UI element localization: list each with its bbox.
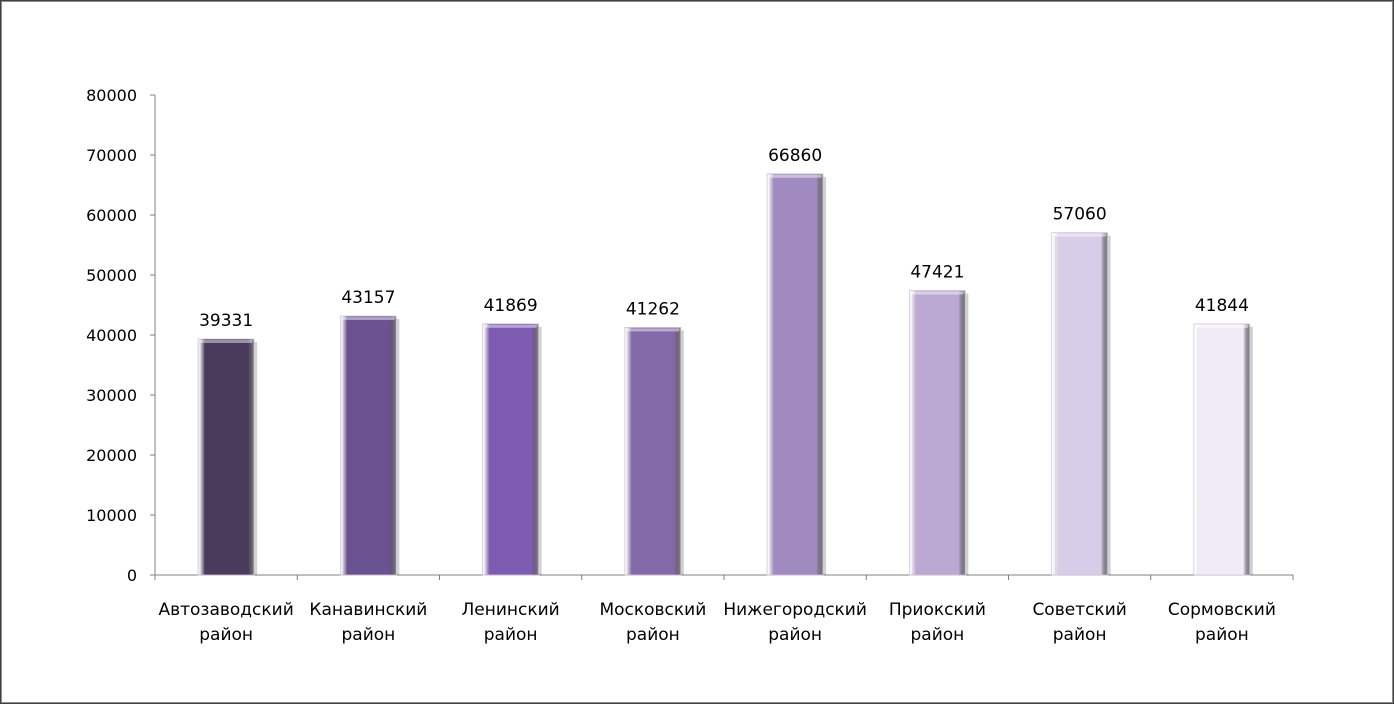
category-label: Приокский	[889, 600, 986, 620]
bar-highlight	[342, 317, 395, 321]
bar-highlight	[911, 291, 964, 295]
bar	[197, 338, 255, 576]
bar-highlight	[1053, 233, 1106, 237]
data-label: 47421	[910, 262, 964, 282]
data-label: 43157	[341, 288, 395, 308]
category-label: Автозаводский	[158, 600, 293, 620]
bar-highlight	[769, 174, 822, 178]
bar	[908, 290, 966, 576]
bar-highlight	[484, 324, 537, 328]
category-label: район	[341, 625, 395, 645]
bar	[339, 315, 397, 576]
y-tick-label: 50000	[86, 266, 137, 285]
y-tick-label: 10000	[86, 506, 137, 525]
bar	[624, 327, 682, 576]
y-tick-label: 0	[127, 566, 137, 585]
y-tick-label: 70000	[86, 146, 137, 165]
y-tick-label: 60000	[86, 206, 137, 225]
y-tick-label: 30000	[86, 386, 137, 405]
y-tick-label: 80000	[86, 86, 137, 105]
category-label: район	[199, 625, 253, 645]
category-label: Московский	[599, 600, 706, 620]
data-label: 39331	[199, 311, 253, 331]
data-label: 41869	[484, 296, 538, 316]
category-label: район	[910, 625, 964, 645]
data-label: 41262	[626, 299, 680, 319]
y-tick-label: 40000	[86, 326, 137, 345]
data-label: 66860	[768, 146, 822, 166]
category-label: Канавинский	[309, 600, 427, 620]
bar-highlight	[1195, 324, 1248, 328]
labels-group: 39331 Автозаводский район 43157 Канавинский р…	[158, 146, 1275, 645]
y-tick-label: 20000	[86, 446, 137, 465]
category-label: район	[768, 625, 822, 645]
data-label: 57060	[1053, 205, 1107, 225]
data-label: 41844	[1195, 296, 1249, 316]
category-label: Сормовский	[1168, 600, 1276, 620]
category-label: Нижегородский	[723, 600, 867, 620]
category-label: Ленинский	[462, 600, 560, 620]
bar	[1051, 232, 1109, 576]
bar	[482, 323, 540, 576]
bars-group	[197, 173, 1253, 576]
category-label: район	[1195, 625, 1249, 645]
category-label: Советский	[1032, 600, 1126, 620]
bar-highlight	[626, 328, 679, 332]
category-label: район	[1053, 625, 1107, 645]
category-label: район	[484, 625, 538, 645]
category-label: район	[626, 625, 680, 645]
bar	[1193, 323, 1251, 576]
bar-highlight	[200, 340, 253, 344]
axes: 0 10000 20000 30000 40000 50000 60000 70000 8000…	[86, 86, 1294, 585]
bar	[766, 173, 824, 576]
